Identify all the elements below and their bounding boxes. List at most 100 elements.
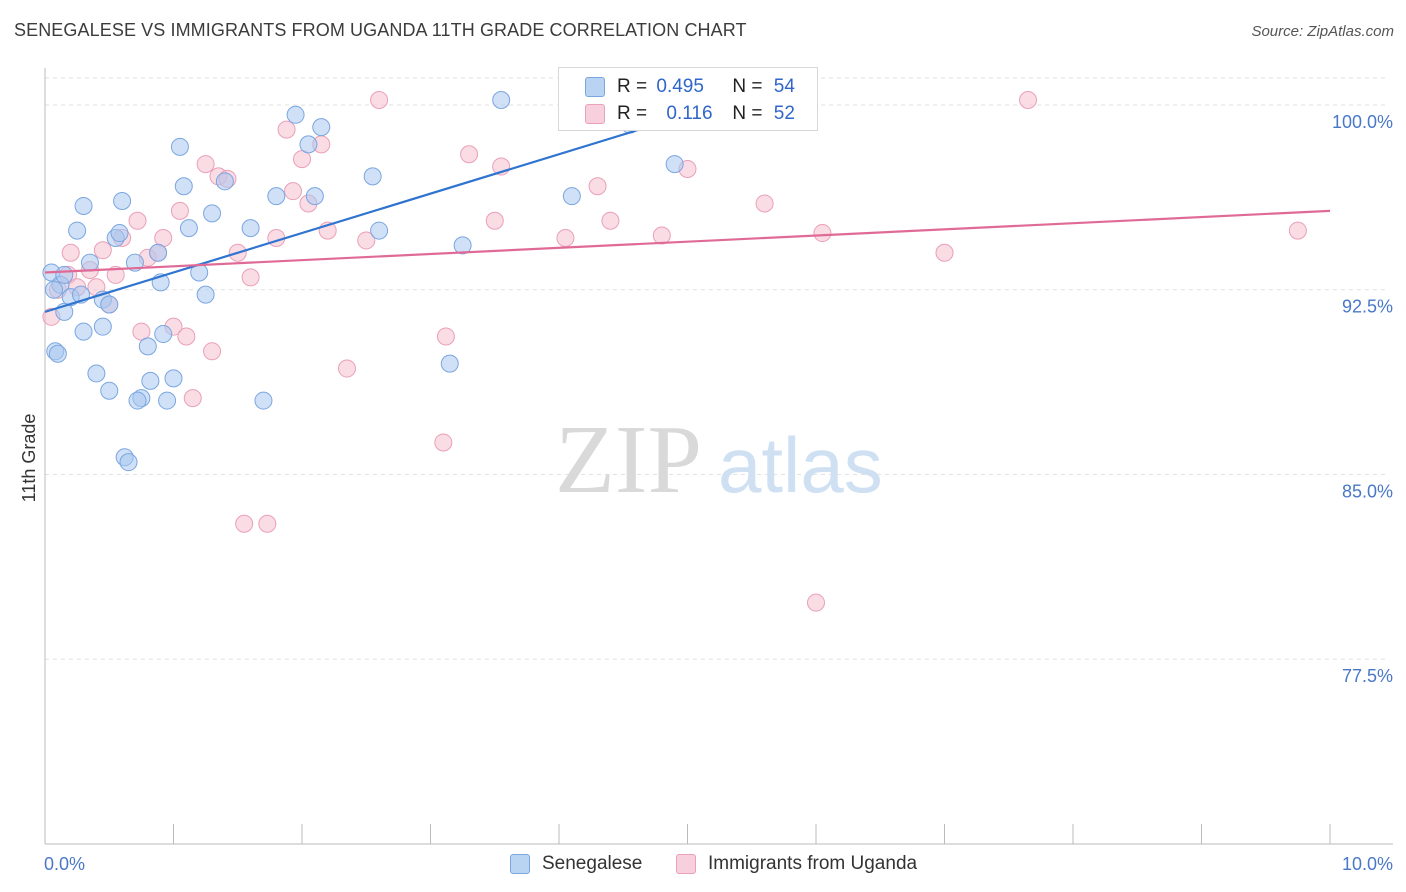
senegalese-point [113, 192, 132, 211]
uganda-point [1019, 91, 1038, 110]
uganda-point [460, 145, 479, 164]
senegalese-point [74, 196, 93, 215]
senegalese-point [119, 453, 138, 472]
n-label: N = [732, 103, 763, 124]
senegalese-point [299, 135, 318, 154]
senegalese-point [138, 337, 157, 356]
senegalese-trend-line [44, 113, 688, 313]
y-axis-title: 11th Grade [19, 414, 39, 503]
senegalese-point [170, 137, 189, 156]
senegalese-point [215, 172, 234, 191]
chart-title: SENEGALESE VS IMMIGRANTS FROM UGANDA 11T… [14, 20, 747, 40]
senegalese-point [363, 167, 382, 186]
axes-layer [44, 68, 1393, 845]
tick-labels: 77.5% 85.0% 92.5% 100.0% 0.0% 10.0% [44, 112, 1393, 874]
r-value: 0.116 [666, 103, 713, 124]
senegalese-point [179, 219, 198, 238]
senegalese-point [110, 224, 129, 243]
senegalese-point [87, 364, 106, 383]
grid-layer [45, 77, 1385, 660]
y-tick-label: 92.5% [1342, 297, 1393, 317]
uganda-point [61, 243, 80, 262]
senegalese-point [453, 236, 472, 255]
senegalese-point [370, 221, 389, 240]
senegalese-point [254, 391, 273, 410]
uganda-point [203, 342, 222, 361]
uganda-point [128, 211, 147, 230]
uganda-point [434, 433, 453, 452]
bottom-legend-senegalese: Senegalese [510, 851, 642, 877]
uganda-point [588, 177, 607, 196]
senegalese-point [80, 253, 99, 272]
senegalese-point [305, 187, 324, 206]
senegalese-point [128, 391, 147, 410]
senegalese-point [68, 221, 87, 240]
uganda-point [284, 182, 303, 201]
uganda-point [370, 91, 389, 110]
uganda-point [1288, 221, 1307, 240]
uganda-point [235, 514, 254, 533]
uganda-point [337, 359, 356, 378]
senegalese-point [440, 354, 459, 373]
r-value: 0.495 [656, 76, 704, 97]
blue-swatch [510, 854, 530, 874]
uganda-point [258, 514, 277, 533]
uganda-point [601, 211, 620, 230]
uganda-point [106, 265, 125, 284]
uganda-point [357, 231, 376, 250]
legend-row-uganda: R = 0.116 N = 52 [585, 102, 795, 126]
uganda-point [652, 226, 671, 245]
senegalese-point [665, 155, 684, 174]
uganda-point [935, 243, 954, 262]
x-tick-label: 0.0% [44, 854, 85, 874]
pink-swatch [676, 854, 696, 874]
senegalese-point [100, 295, 119, 314]
r-label: R = [617, 76, 648, 97]
senegalese-point [141, 371, 160, 390]
uganda-point [807, 593, 825, 612]
senegalese-point [48, 344, 67, 363]
legend-label: Senegalese [542, 853, 643, 874]
n-value: 54 [773, 76, 795, 97]
uganda-point [93, 241, 112, 260]
uganda-point [436, 327, 455, 346]
y-tick-label: 100.0% [1332, 112, 1393, 132]
watermark-atlas: atlas [718, 421, 883, 509]
senegalese-point [158, 391, 177, 410]
senegalese-point [55, 265, 74, 284]
watermark-zip: ZIP [555, 406, 702, 514]
trend-lines [44, 113, 1331, 313]
uganda-point [196, 155, 215, 174]
uganda-point [556, 228, 575, 247]
senegalese-point [174, 177, 193, 196]
correlation-legend: R = 0.495 N = 54 R = 0.116 N = 52 [558, 67, 818, 131]
uganda-point [485, 211, 504, 230]
bottom-legend-uganda: Immigrants from Uganda [676, 851, 917, 877]
senegalese-point [164, 369, 183, 388]
uganda-trend-line [44, 209, 1331, 274]
senegalese-point [267, 187, 286, 206]
senegalese-point [44, 280, 63, 299]
r-label: R = [617, 103, 648, 124]
senegalese-point [241, 219, 260, 238]
senegalese-point [149, 243, 168, 262]
senegalese-point [312, 118, 331, 137]
source-label: Source: ZipAtlas.com [1251, 23, 1394, 40]
y-tick-label: 77.5% [1342, 666, 1393, 686]
y-tick-label: 85.0% [1342, 481, 1393, 501]
uganda-point [183, 389, 202, 408]
senegalese-point [203, 204, 222, 223]
n-value: 52 [773, 103, 795, 124]
senegalese-point [154, 325, 173, 344]
senegalese-point [492, 91, 511, 110]
senegalese-point [74, 322, 93, 341]
pink-swatch [585, 104, 605, 124]
senegalese-point [562, 187, 581, 206]
uganda-point [277, 120, 296, 139]
blue-swatch [585, 77, 605, 97]
uganda-point [241, 268, 260, 287]
senegalese-point [286, 105, 305, 124]
senegalese-point [196, 285, 215, 304]
legend-row-senegalese: R = 0.495 N = 54 [585, 75, 795, 99]
